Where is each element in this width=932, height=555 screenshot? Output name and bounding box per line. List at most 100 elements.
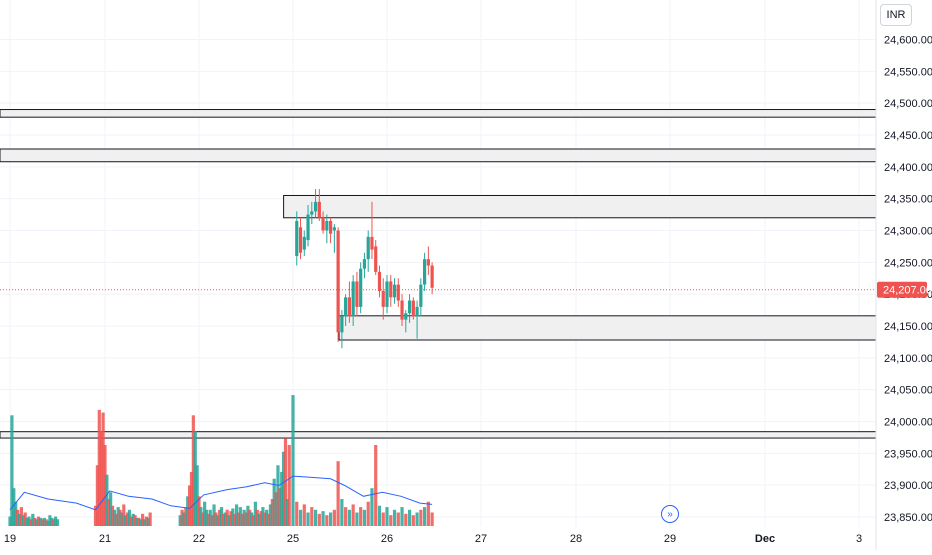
candle-body[interactable] (381, 290, 385, 307)
volume-bar (278, 488, 282, 526)
scroll-to-realtime-button[interactable]: » (661, 505, 679, 523)
candle-body[interactable] (302, 236, 306, 250)
candle-body[interactable] (404, 313, 408, 320)
candle-body[interactable] (419, 284, 423, 307)
volume-bar (35, 519, 39, 526)
candle-body[interactable] (298, 227, 303, 253)
volume-bar (426, 501, 430, 526)
candle-body[interactable] (423, 259, 427, 285)
volume-bar (313, 509, 318, 526)
candle-body[interactable] (426, 259, 430, 266)
volume-bar (14, 501, 18, 526)
volume-bar (131, 513, 135, 526)
volume-bar (199, 507, 203, 526)
candle-body[interactable] (374, 246, 378, 272)
volume-bar (366, 501, 370, 526)
volume-bar (238, 507, 242, 526)
x-tick-label: 3 (856, 533, 862, 545)
volume-bar (184, 507, 188, 526)
candle-body[interactable] (362, 259, 367, 269)
candle-body[interactable] (336, 230, 340, 333)
y-tick-label: 24,050.00 (884, 385, 932, 397)
volume-bar (347, 509, 351, 526)
volume-bar (105, 474, 109, 526)
candle-body[interactable] (415, 306, 419, 317)
candle-body[interactable] (332, 227, 336, 231)
volume-bar (270, 499, 274, 526)
candle-body[interactable] (351, 281, 355, 317)
candle-body[interactable] (411, 300, 415, 317)
zone-rectangle[interactable] (0, 148, 877, 163)
candle-body[interactable] (407, 300, 412, 314)
zone-rectangle[interactable] (283, 194, 877, 219)
volume-bar (298, 509, 303, 526)
candle-body[interactable] (400, 300, 404, 320)
candle-body[interactable] (370, 236, 374, 250)
volume-bar (52, 519, 56, 526)
candle-body[interactable] (340, 316, 344, 333)
y-tick-label: 24,450.00 (884, 130, 932, 142)
candle-body[interactable] (317, 201, 321, 218)
volume-bar (259, 511, 263, 526)
y-tick-label: 24,500.00 (884, 98, 932, 110)
volume-bar (146, 517, 150, 526)
volume-bar (263, 512, 267, 526)
zone-rectangle[interactable] (338, 315, 877, 341)
candle-body[interactable] (396, 284, 400, 301)
volume-bar (114, 513, 118, 526)
volume-bar (246, 505, 250, 526)
volume-bar (351, 504, 355, 526)
candle-body[interactable] (313, 201, 318, 212)
volume-bar (240, 513, 244, 526)
volume-bar (392, 509, 397, 526)
candle-body[interactable] (344, 297, 348, 317)
volume-bar (295, 501, 299, 526)
volume-bar (212, 504, 216, 526)
volume-bar (287, 445, 291, 526)
candle-body[interactable] (392, 284, 397, 298)
volume-bar (216, 515, 220, 526)
candle-body[interactable] (366, 236, 370, 260)
volume-bar (430, 512, 434, 526)
candle-body[interactable] (377, 271, 382, 291)
x-tick-label: 21 (99, 533, 111, 545)
volume-bar (129, 516, 133, 526)
candle-body[interactable] (355, 281, 359, 307)
candle-body[interactable] (347, 297, 351, 317)
volume-bar (344, 507, 348, 526)
volume-bar (10, 415, 14, 526)
volume-bar (370, 488, 374, 526)
volume-bar (291, 395, 295, 526)
volume-bar (135, 517, 139, 526)
y-tick-label: 24,150.00 (884, 321, 932, 333)
candle-body[interactable] (359, 268, 363, 307)
volume-bar (112, 509, 116, 526)
candle-body[interactable] (329, 220, 333, 234)
volume-bar (188, 485, 192, 526)
volume-ma-line (9, 475, 433, 511)
zone-rectangle[interactable] (0, 431, 877, 439)
candle-body[interactable] (310, 211, 314, 215)
currency-button[interactable]: INR (880, 4, 912, 26)
volume-bar (17, 513, 22, 526)
volume-bar (101, 412, 105, 526)
zone-rectangle[interactable] (0, 109, 877, 118)
volume-bar (231, 508, 235, 526)
candle-body[interactable] (306, 214, 310, 241)
volume-bar (280, 472, 284, 526)
candle-body[interactable] (385, 281, 389, 307)
volume-bar (210, 515, 214, 526)
x-tick-label: 19 (4, 533, 16, 545)
volume-bar (122, 504, 126, 526)
candle-body[interactable] (325, 220, 329, 231)
volume-bar (250, 512, 254, 526)
candle-body[interactable] (430, 265, 434, 288)
x-tick-label: 25 (287, 533, 299, 545)
candle-body[interactable] (321, 217, 325, 231)
volume-bar (195, 465, 199, 526)
y-tick-label: 24,350.00 (884, 194, 932, 206)
candle-body[interactable] (295, 220, 299, 256)
volume-bar (116, 507, 120, 526)
